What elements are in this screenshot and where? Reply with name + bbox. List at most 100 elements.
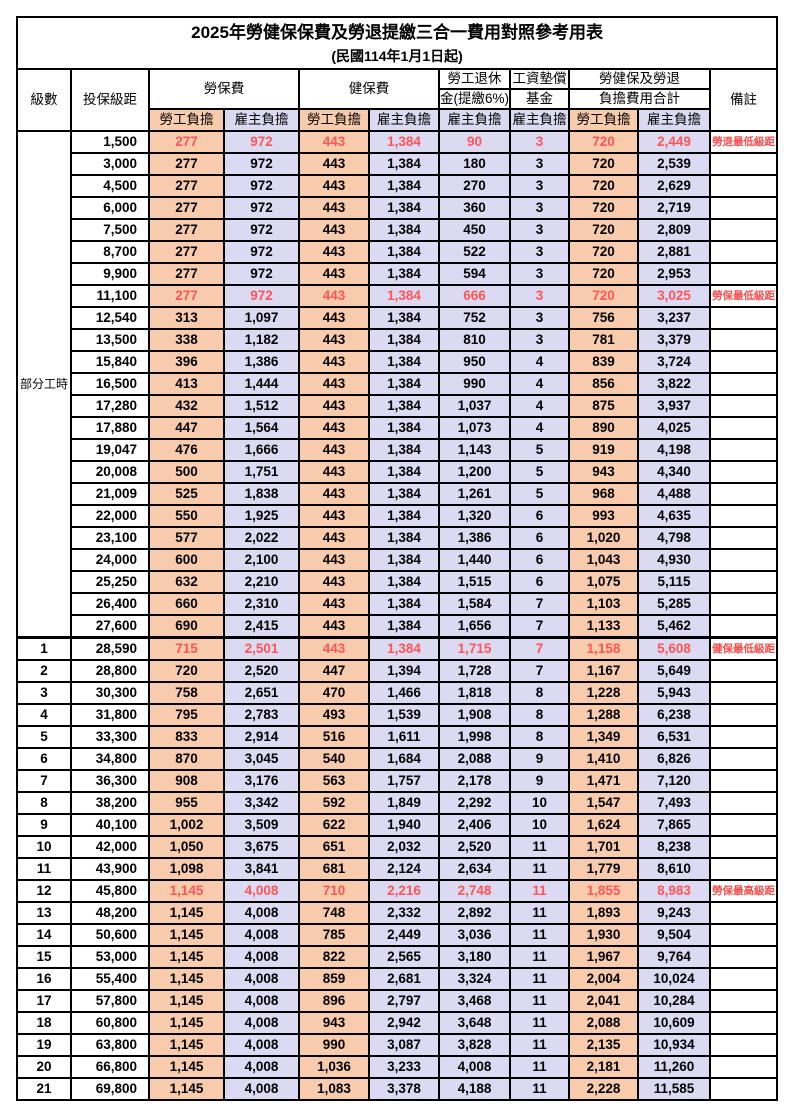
bracket-cell: 42,000: [70, 835, 150, 859]
value-cell: 2,088: [438, 747, 511, 771]
table-row: 10 42,000 1,050 3,675 651 2,032 2,520 11 1,701 8,…: [16, 835, 779, 859]
subheader-pension-employer: 雇主負擔: [438, 108, 511, 132]
value-cell: 11: [509, 989, 570, 1013]
value-cell: 2,216: [368, 879, 440, 903]
bracket-cell: 3,000: [70, 152, 150, 176]
value-cell: 10,024: [637, 967, 711, 991]
value-cell: 3: [509, 218, 570, 242]
value-cell: 4,008: [223, 923, 300, 947]
value-cell: 4,340: [637, 460, 711, 484]
value-cell: 1,288: [568, 703, 639, 727]
grade-cell: 16: [16, 967, 72, 991]
value-cell: 822: [298, 945, 370, 969]
value-cell: 890: [568, 416, 639, 440]
value-cell: 752: [438, 306, 511, 330]
value-cell: 3,724: [637, 350, 711, 374]
table-row: 14 50,600 1,145 4,008 785 2,449 3,036 11 1,930 9,…: [16, 923, 779, 947]
table-row: 22,000 550 1,925 443 1,384 1,320 6 993 4,635: [17, 504, 779, 528]
value-cell: 4,008: [223, 1033, 300, 1057]
value-cell: 3,087: [368, 1033, 440, 1057]
value-cell: 2,178: [438, 769, 511, 793]
remark-cell: [708, 967, 779, 991]
value-cell: 443: [298, 218, 370, 242]
remark-cell: [708, 482, 779, 506]
value-cell: 180: [438, 152, 511, 176]
value-cell: 1,145: [148, 879, 225, 903]
bracket-cell: 53,000: [70, 945, 150, 969]
value-cell: 8,610: [637, 857, 711, 881]
value-cell: 1,838: [223, 482, 300, 506]
value-cell: 972: [223, 174, 300, 198]
value-cell: 10: [509, 813, 570, 837]
value-cell: 2,651: [223, 681, 300, 705]
bracket-cell: 16,500: [70, 372, 150, 396]
value-cell: 8: [509, 703, 570, 727]
value-cell: 720: [568, 262, 639, 286]
value-cell: 1,228: [568, 681, 639, 705]
part-time-cell: 部分工時: [16, 130, 72, 639]
value-cell: 443: [298, 240, 370, 264]
bracket-cell: 26,400: [70, 592, 150, 616]
value-cell: 443: [298, 482, 370, 506]
value-cell: 11: [509, 1077, 570, 1101]
table-row: 24,000 600 2,100 443 1,384 1,440 6 1,043 4,930: [17, 548, 779, 572]
value-cell: 9: [509, 769, 570, 793]
value-cell: 1,440: [438, 548, 511, 572]
remark-cell: [708, 703, 779, 727]
value-cell: 4,008: [223, 967, 300, 991]
value-cell: 666: [438, 284, 511, 308]
value-cell: 1,384: [368, 614, 440, 639]
value-cell: 2,501: [223, 636, 300, 661]
value-cell: 4,930: [637, 548, 711, 572]
bracket-cell: 9,900: [70, 262, 150, 286]
table-row: 13,500 338 1,182 443 1,384 810 3 781 3,379: [17, 328, 779, 352]
value-cell: 1,261: [438, 482, 511, 506]
table-row: 15 53,000 1,145 4,008 822 2,565 3,180 11 1,967 9,…: [16, 945, 779, 969]
value-cell: 2,520: [438, 835, 511, 859]
table-row: 6,000 277 972 443 1,384 360 3 720 2,719: [17, 196, 779, 220]
value-cell: 577: [148, 526, 225, 550]
value-cell: 3,379: [637, 328, 711, 352]
remark-cell: [708, 857, 779, 881]
grade-cell: 10: [16, 835, 72, 859]
value-cell: 7: [509, 614, 570, 639]
bracket-cell: 48,200: [70, 901, 150, 925]
value-cell: 443: [298, 284, 370, 308]
bracket-cell: 17,280: [70, 394, 150, 418]
value-cell: 1,098: [148, 857, 225, 881]
value-cell: 4,188: [438, 1077, 511, 1101]
value-cell: 476: [148, 438, 225, 462]
remark-cell: 勞保最高級距: [708, 879, 779, 903]
value-cell: 3: [509, 328, 570, 352]
value-cell: 9: [509, 747, 570, 771]
value-cell: 11: [509, 923, 570, 947]
value-cell: 1,384: [368, 306, 440, 330]
value-cell: 6,826: [637, 747, 711, 771]
value-cell: 1,444: [223, 372, 300, 396]
value-cell: 1,384: [368, 570, 440, 594]
subheader-labor-employer: 雇主負擔: [223, 108, 300, 132]
value-cell: 972: [223, 240, 300, 264]
value-cell: 1,384: [368, 592, 440, 616]
value-cell: 1,145: [148, 1033, 225, 1057]
bracket-cell: 55,400: [70, 967, 150, 991]
table-row: 19,047 476 1,666 443 1,384 1,143 5 919 4,198: [17, 438, 779, 462]
table-row: 17,880 447 1,564 443 1,384 1,073 4 890 4,025: [17, 416, 779, 440]
value-cell: 2,809: [637, 218, 711, 242]
value-cell: 90: [438, 130, 511, 154]
bracket-cell: 34,800: [70, 747, 150, 771]
value-cell: 1,855: [568, 879, 639, 903]
value-cell: 443: [298, 438, 370, 462]
remark-cell: [708, 923, 779, 947]
remark-cell: [708, 438, 779, 462]
remark-cell: [708, 659, 779, 683]
value-cell: 443: [298, 548, 370, 572]
value-cell: 715: [148, 636, 225, 661]
value-cell: 943: [568, 460, 639, 484]
value-cell: 1,182: [223, 328, 300, 352]
remark-cell: [708, 791, 779, 815]
bracket-cell: 33,300: [70, 725, 150, 749]
value-cell: 943: [298, 1011, 370, 1035]
value-cell: 11: [509, 1011, 570, 1035]
value-cell: 277: [148, 218, 225, 242]
